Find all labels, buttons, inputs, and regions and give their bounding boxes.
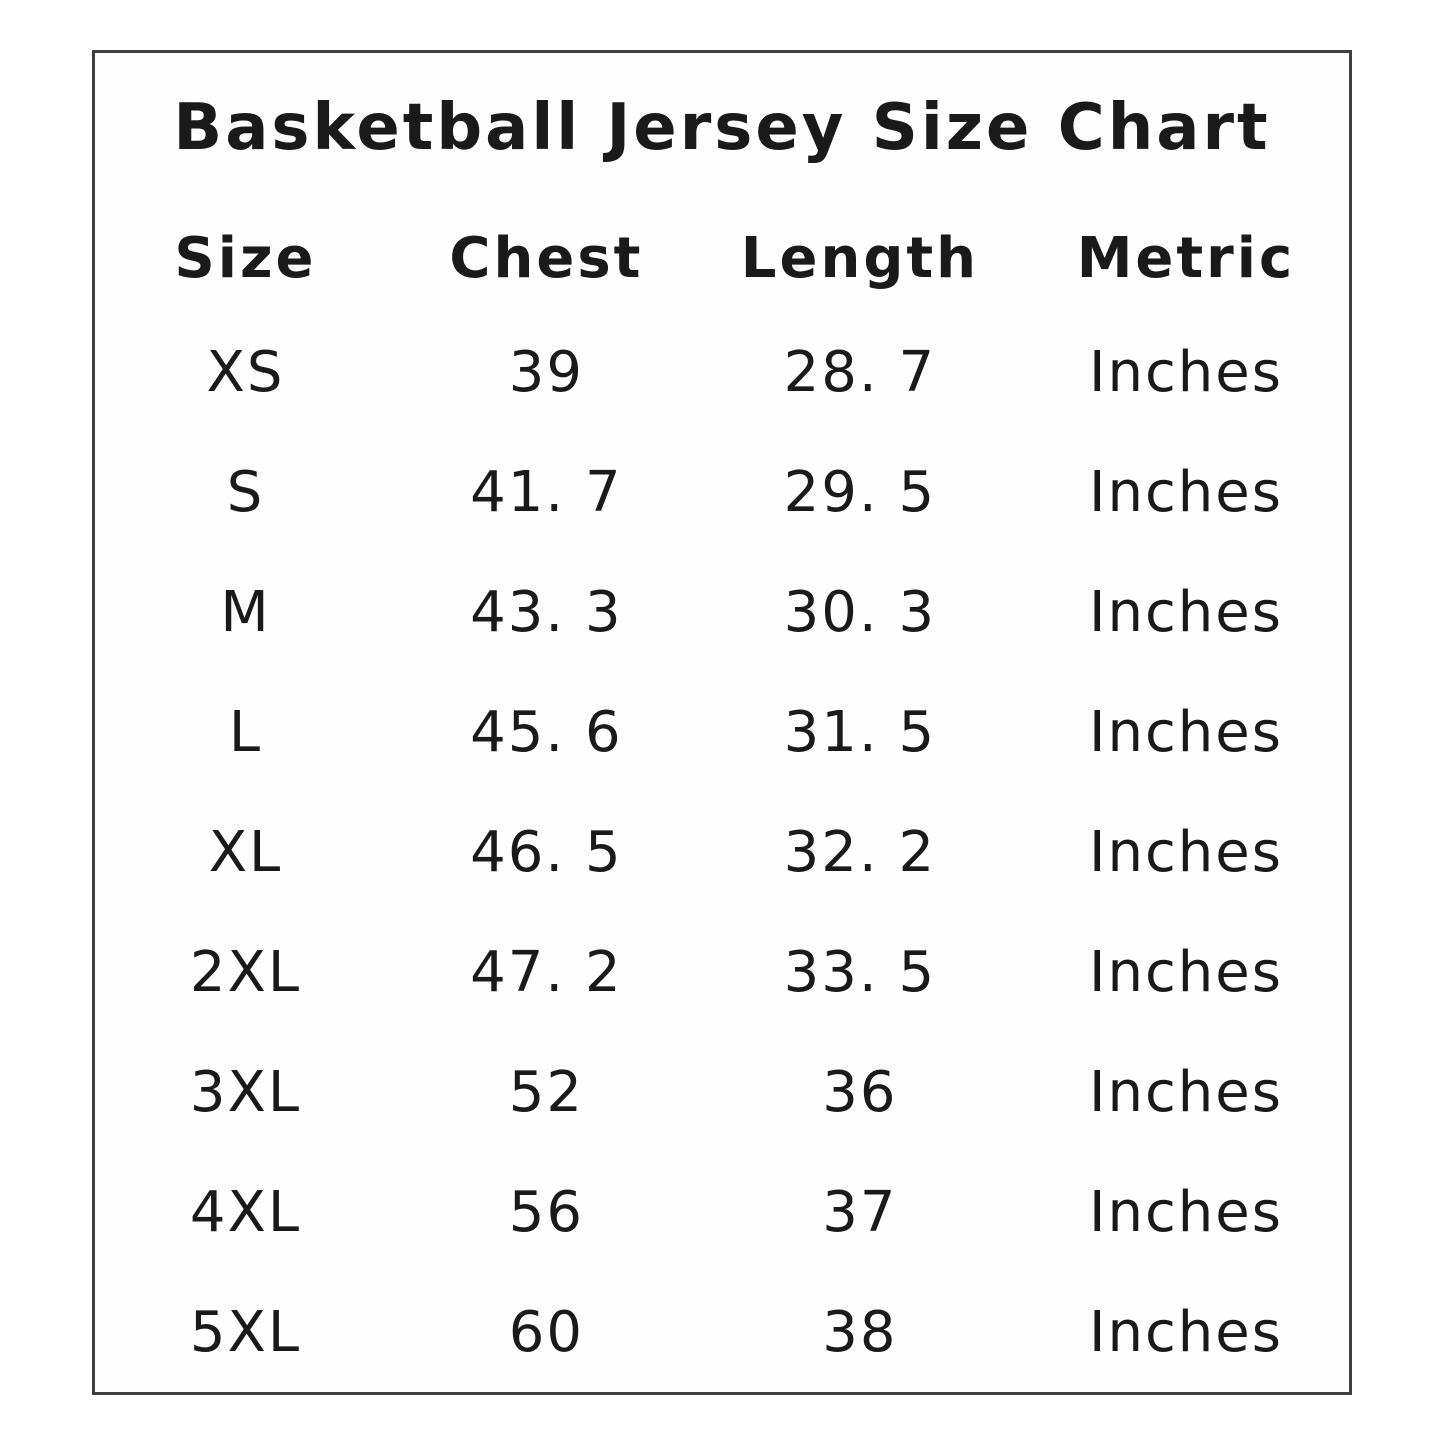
metric-cell: Inches xyxy=(1088,1299,1283,1365)
chest-cell: 39 xyxy=(508,340,585,406)
chest-cell: 56 xyxy=(508,1179,585,1245)
chest-cell: 52 xyxy=(508,1059,585,1125)
metric-cell: Inches xyxy=(1088,1179,1283,1245)
length-cell: 29. 5 xyxy=(783,460,937,526)
column-header-metric: Metric xyxy=(1076,225,1296,291)
length-cell: 33. 5 xyxy=(783,939,937,1005)
chest-cell: 43. 3 xyxy=(470,580,623,646)
size-cell: S xyxy=(226,460,265,526)
table-row: 5XL 60 38 Inches xyxy=(95,1272,1349,1392)
chest-cell: 47. 2 xyxy=(470,939,623,1005)
length-cell: 28. 7 xyxy=(783,340,937,406)
table-row: XS 39 28. 7 Inches xyxy=(95,313,1349,433)
length-cell: 31. 5 xyxy=(783,700,937,766)
table-row: 4XL 56 37 Inches xyxy=(95,1152,1349,1272)
table-header-row: Size Chest Length Metric xyxy=(95,203,1349,313)
table-row: XL 46. 5 32. 2 Inches xyxy=(95,793,1349,913)
metric-cell: Inches xyxy=(1088,340,1283,406)
column-header-length: Length xyxy=(740,225,980,291)
size-cell: 2XL xyxy=(189,939,302,1005)
title-row: Basketball Jersey Size Chart xyxy=(95,53,1349,203)
page-title: Basketball Jersey Size Chart xyxy=(173,91,1271,165)
chest-cell: 45. 6 xyxy=(470,700,623,766)
length-cell: 38 xyxy=(822,1299,898,1365)
table-row: S 41. 7 29. 5 Inches xyxy=(95,433,1349,553)
size-cell: XL xyxy=(208,820,283,885)
size-cell: 4XL xyxy=(189,1179,302,1245)
metric-cell: Inches xyxy=(1088,700,1283,766)
metric-cell: Inches xyxy=(1088,580,1283,646)
size-cell: 5XL xyxy=(189,1299,302,1365)
chest-cell: 60 xyxy=(508,1299,585,1365)
length-cell: 30. 3 xyxy=(783,580,937,646)
table-row: 3XL 52 36 Inches xyxy=(95,1032,1349,1152)
size-cell: XS xyxy=(206,340,285,406)
size-cell: L xyxy=(228,700,263,766)
length-cell: 32. 2 xyxy=(783,820,937,885)
table-row: L 45. 6 31. 5 Inches xyxy=(95,673,1349,793)
column-header-chest: Chest xyxy=(449,225,644,291)
table-row: 2XL 47. 2 33. 5 Inches xyxy=(95,912,1349,1032)
table-body: XS 39 28. 7 Inches S 41. 7 29. 5 Inches … xyxy=(95,313,1349,1392)
metric-cell: Inches xyxy=(1088,460,1283,526)
size-cell: M xyxy=(220,580,271,646)
metric-cell: Inches xyxy=(1088,820,1283,885)
metric-cell: Inches xyxy=(1088,1059,1283,1125)
length-cell: 36 xyxy=(822,1059,898,1125)
length-cell: 37 xyxy=(822,1179,898,1245)
metric-cell: Inches xyxy=(1088,939,1283,1005)
column-header-size: Size xyxy=(174,225,317,291)
chest-cell: 46. 5 xyxy=(470,820,623,885)
size-chart-table: Basketball Jersey Size Chart Size Chest … xyxy=(92,50,1352,1395)
chest-cell: 41. 7 xyxy=(470,460,623,526)
table-row: M 43. 3 30. 3 Inches xyxy=(95,553,1349,673)
size-cell: 3XL xyxy=(189,1059,302,1125)
